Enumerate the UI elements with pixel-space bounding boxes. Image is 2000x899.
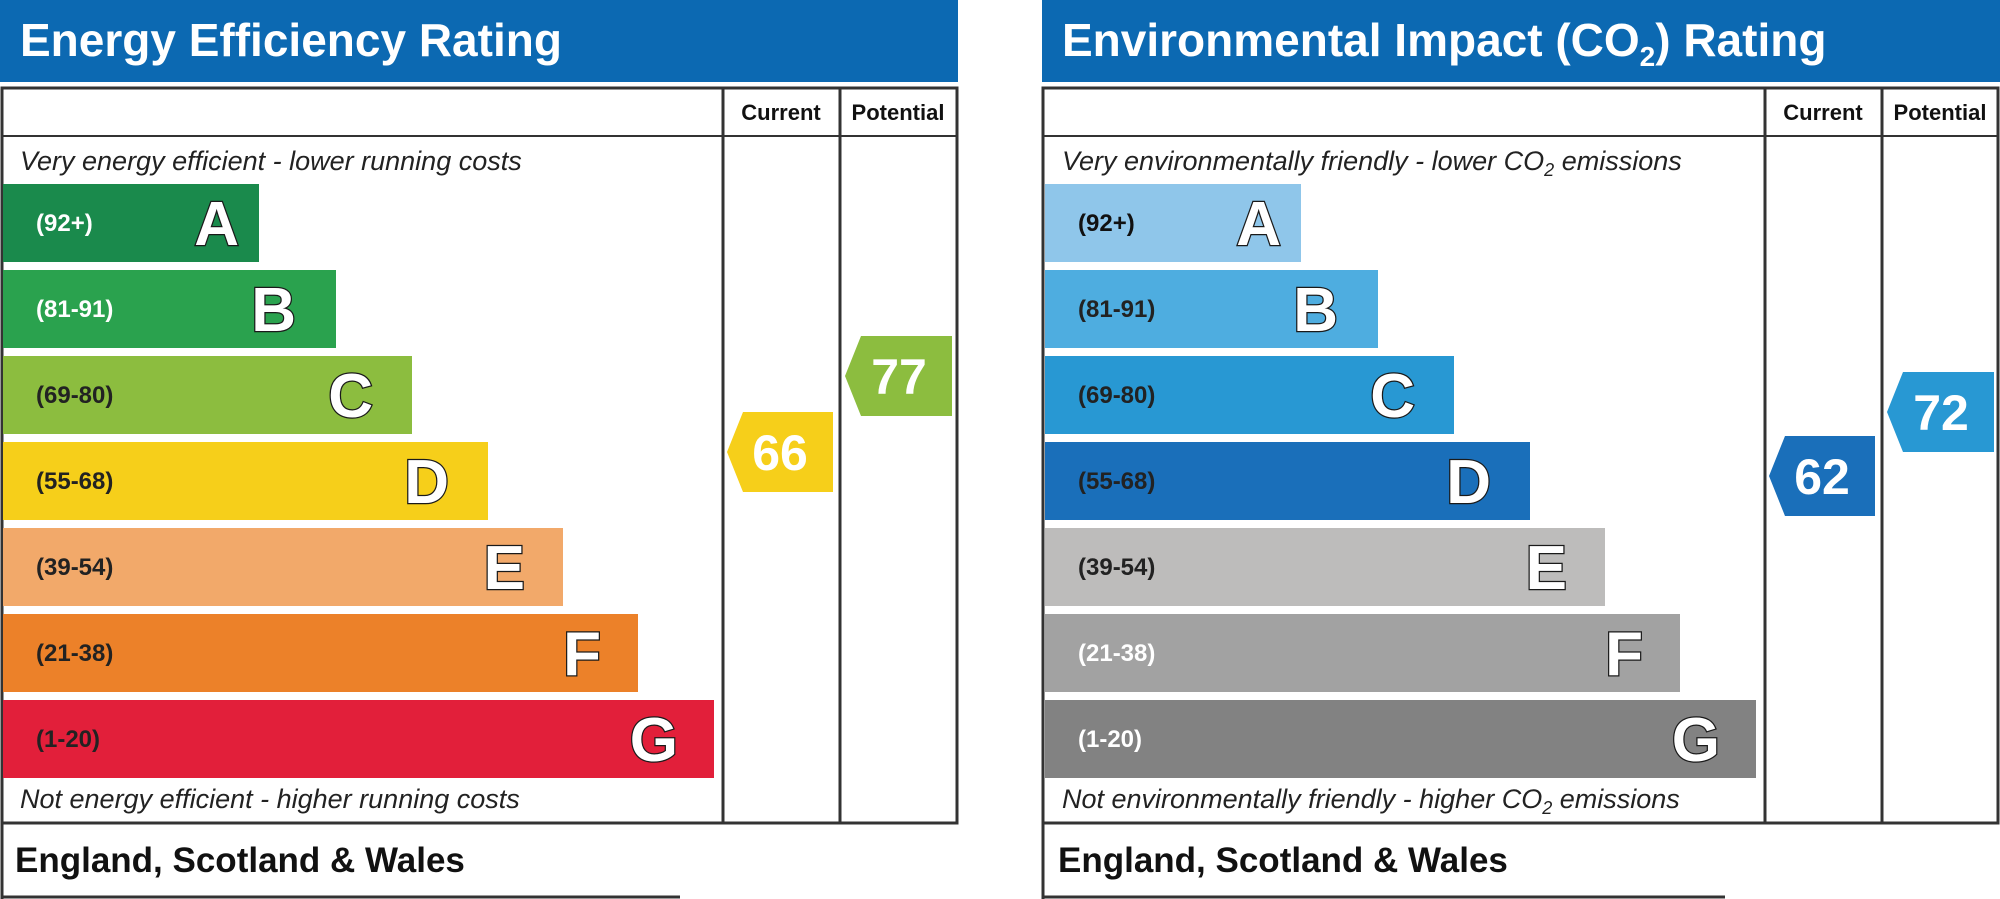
- eer-band-e-letter: E: [484, 534, 525, 603]
- eer-band-a-range: (92+): [36, 210, 93, 237]
- eer-band-g-range: (1-20): [36, 726, 100, 753]
- eir-top-note-subscript: 2: [1543, 160, 1554, 180]
- eir-band-d-letter: D: [1446, 448, 1491, 517]
- eer-band-e-bar: [3, 528, 563, 606]
- eir-potential-arrow-shape: [1887, 372, 1994, 452]
- eir-band-a-bar: [1045, 184, 1301, 262]
- eir-band-e: (39-54) E: [1045, 528, 1605, 606]
- eir-title-bar: [1042, 0, 2000, 82]
- eer-band-d-letter: D: [404, 448, 449, 517]
- eer-band-b-letter: B: [251, 276, 296, 345]
- eir-band-a: (92+) A: [1045, 184, 1301, 262]
- eir-top-note: Very environmentally friendly - lower CO…: [1062, 146, 1682, 180]
- eir-band-g: (1-20) G: [1045, 700, 1756, 778]
- eir-band-g-letter: G: [1672, 706, 1720, 775]
- eir-potential-value: 72: [1913, 385, 1969, 441]
- eer-band-f: (21-38) F: [3, 614, 638, 692]
- eir-band-e-range: (39-54): [1078, 554, 1155, 581]
- eer-band-e: (39-54) E: [3, 528, 563, 606]
- eir-band-b-range: (81-91): [1078, 296, 1155, 323]
- eir-band-g-range: (1-20): [1078, 726, 1142, 753]
- eir-bottom-note-part-2: emissions: [1552, 784, 1680, 814]
- eer-header-current: Current: [741, 100, 821, 125]
- eir-title-part-1: Environmental Impact (CO: [1062, 14, 1640, 66]
- eir-band-d: (55-68) D: [1045, 442, 1530, 520]
- eir-current-arrow: 62: [1769, 436, 1875, 516]
- eir-band-f-bar: [1045, 614, 1680, 692]
- eer-header-potential: Potential: [852, 100, 945, 125]
- eir-bottom-note: Not environmentally friendly - higher CO…: [1062, 784, 1680, 818]
- eer-bands: (92+) A (81-91) B (69-80) C (55-68) D (3…: [3, 184, 714, 778]
- eer-current-arrow: 66: [727, 412, 833, 492]
- eer-current-arrow-shape: [727, 412, 833, 492]
- eir-band-a-range: (92+): [1078, 210, 1135, 237]
- eer-region: England, Scotland & Wales: [15, 841, 465, 880]
- eer-band-d-bar: [3, 442, 488, 520]
- eer-potential-arrow: 77: [845, 336, 952, 416]
- eer-potential-value: 77: [871, 349, 927, 405]
- eer-band-e-range: (39-54): [36, 554, 113, 581]
- eer-band-g: (1-20) G: [3, 700, 714, 778]
- eir-header-potential: Potential: [1894, 100, 1987, 125]
- eer-band-b-range: (81-91): [36, 296, 113, 323]
- eir-title: Environmental Impact (CO2) Rating: [1062, 14, 1826, 72]
- eir-band-g-bar: [1045, 700, 1756, 778]
- eer-band-c-range: (69-80): [36, 382, 113, 409]
- eir-title-subscript: 2: [1640, 41, 1656, 72]
- eir-band-c-range: (69-80): [1078, 382, 1155, 409]
- eer-current-value: 66: [752, 425, 808, 481]
- eer-band-f-letter: F: [563, 620, 601, 689]
- eer-band-a: (92+) A: [3, 184, 259, 262]
- eir-band-e-bar: [1045, 528, 1605, 606]
- eir-top-note-part-1: Very environmentally friendly - lower CO: [1062, 146, 1544, 176]
- eir-bottom-note-subscript: 2: [1541, 798, 1552, 818]
- environmental-impact-chart: Environmental Impact (CO2) Rating Curren…: [1041, 0, 2000, 899]
- eir-title-part-2: ) Rating: [1655, 14, 1826, 66]
- eir-header-current: Current: [1783, 100, 1863, 125]
- eir-band-b: (81-91) B: [1045, 270, 1378, 348]
- eir-potential-arrow: 72: [1887, 372, 1994, 452]
- eir-band-f: (21-38) F: [1045, 614, 1680, 692]
- eer-band-f-bar: [3, 614, 638, 692]
- eir-band-b-letter: B: [1293, 276, 1338, 345]
- eir-bottom-note-part-1: Not environmentally friendly - higher CO: [1062, 784, 1542, 814]
- eer-band-g-bar: [3, 700, 714, 778]
- eir-band-d-range: (55-68): [1078, 468, 1155, 495]
- energy-efficiency-chart: Energy Efficiency Rating Current Potenti…: [0, 0, 959, 899]
- eir-band-c: (69-80) C: [1045, 356, 1454, 434]
- eer-frame: [0, 86, 959, 825]
- eer-band-f-range: (21-38): [36, 640, 113, 667]
- eir-region: England, Scotland & Wales: [1058, 841, 1508, 880]
- eir-current-arrow-shape: [1769, 436, 1875, 516]
- eir-top-note-part-2: emissions: [1554, 146, 1682, 176]
- eer-band-b-bar: [3, 270, 336, 348]
- eir-band-d-bar: [1045, 442, 1530, 520]
- eer-band-g-letter: G: [630, 706, 678, 775]
- eer-band-d-range: (55-68): [36, 468, 113, 495]
- eir-band-f-letter: F: [1605, 620, 1643, 689]
- eir-band-e-letter: E: [1526, 534, 1567, 603]
- eer-band-c-letter: C: [328, 362, 373, 431]
- eir-band-f-range: (21-38): [1078, 640, 1155, 667]
- eir-band-b-bar: [1045, 270, 1378, 348]
- eer-band-b: (81-91) B: [3, 270, 336, 348]
- eir-bands: (92+) A (81-91) B (69-80) C (55-68) D (3…: [1045, 184, 1756, 778]
- eer-band-a-bar: [3, 184, 259, 262]
- eer-band-a-letter: A: [194, 190, 239, 259]
- eer-title-bar: [0, 0, 958, 82]
- eer-band-c-bar: [3, 356, 412, 434]
- eer-band-d: (55-68) D: [3, 442, 488, 520]
- eir-frame: [1041, 86, 2000, 825]
- eir-band-c-bar: [1045, 356, 1454, 434]
- eer-potential-arrow-shape: [845, 336, 952, 416]
- eir-band-c-letter: C: [1370, 362, 1415, 431]
- eir-current-value: 62: [1794, 449, 1850, 505]
- eer-top-note: Very energy efficient - lower running co…: [20, 146, 522, 176]
- eer-band-c: (69-80) C: [3, 356, 412, 434]
- eer-title: Energy Efficiency Rating: [20, 14, 562, 66]
- eir-band-a-letter: A: [1236, 190, 1281, 259]
- eer-bottom-note: Not energy efficient - higher running co…: [20, 784, 520, 814]
